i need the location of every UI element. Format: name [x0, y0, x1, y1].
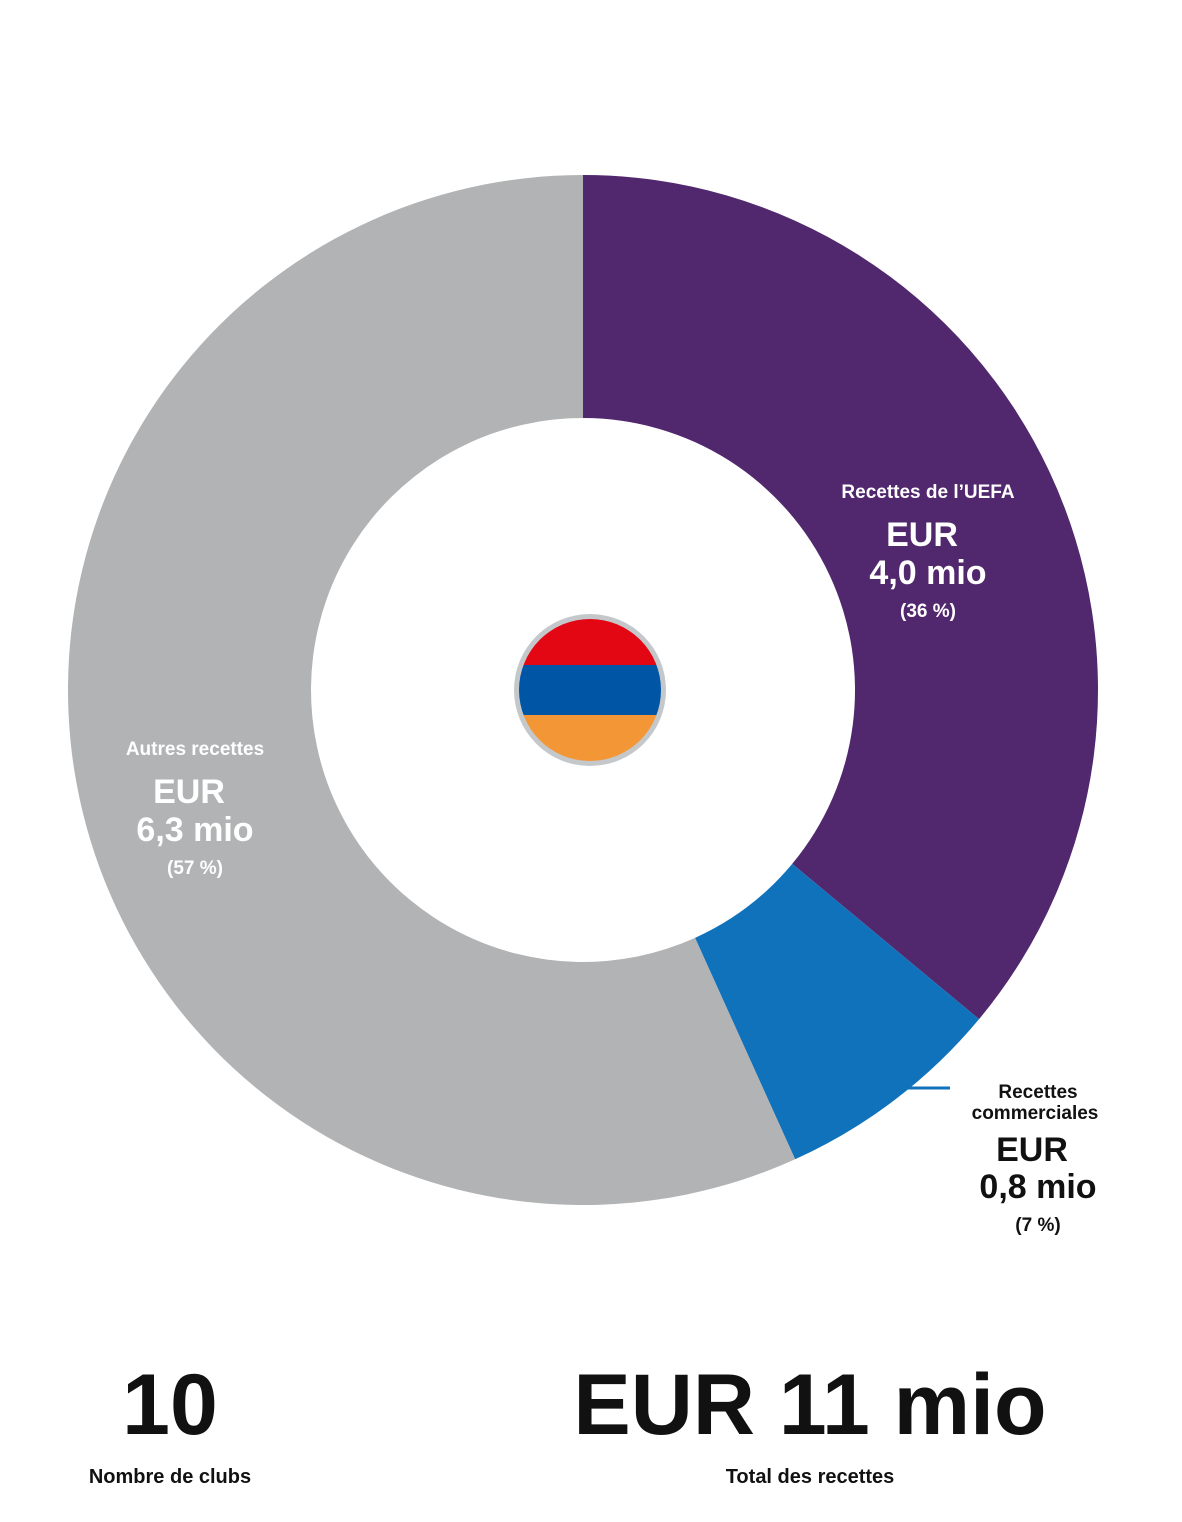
label-uefa-amount: 4,0 mio — [869, 554, 986, 592]
label-other-currency: EUR — [153, 773, 225, 811]
label-other-percent: (57 %) — [167, 858, 223, 879]
total-revenue: EUR 11 mio — [573, 1357, 1047, 1453]
label-commercial-category-line1: Recettes — [998, 1082, 1077, 1103]
slice-uefa — [583, 175, 1098, 1020]
total-revenue-label: Total des recettes — [725, 1466, 895, 1488]
label-commercial-category-line2: commerciales — [972, 1103, 1099, 1124]
label-other-category: Autres recettes — [126, 739, 264, 760]
clubs-count-label: Nombre de clubs — [88, 1466, 252, 1488]
label-commercial-currency: EUR — [996, 1131, 1068, 1169]
label-other-amount: 6,3 mio — [136, 811, 253, 849]
label-commercial-percent: (7 %) — [1015, 1215, 1060, 1236]
slice-other — [68, 175, 796, 1205]
label-uefa-category: Recettes de l’UEFA — [841, 482, 1014, 503]
clubs-count: 10 — [122, 1357, 218, 1453]
flag-stripe-2 — [519, 665, 661, 716]
label-uefa-percent: (36 %) — [900, 601, 956, 622]
label-commercial-amount: 0,8 mio — [979, 1168, 1096, 1206]
label-uefa-currency: EUR — [886, 516, 958, 554]
slice-commercial — [695, 863, 980, 1160]
